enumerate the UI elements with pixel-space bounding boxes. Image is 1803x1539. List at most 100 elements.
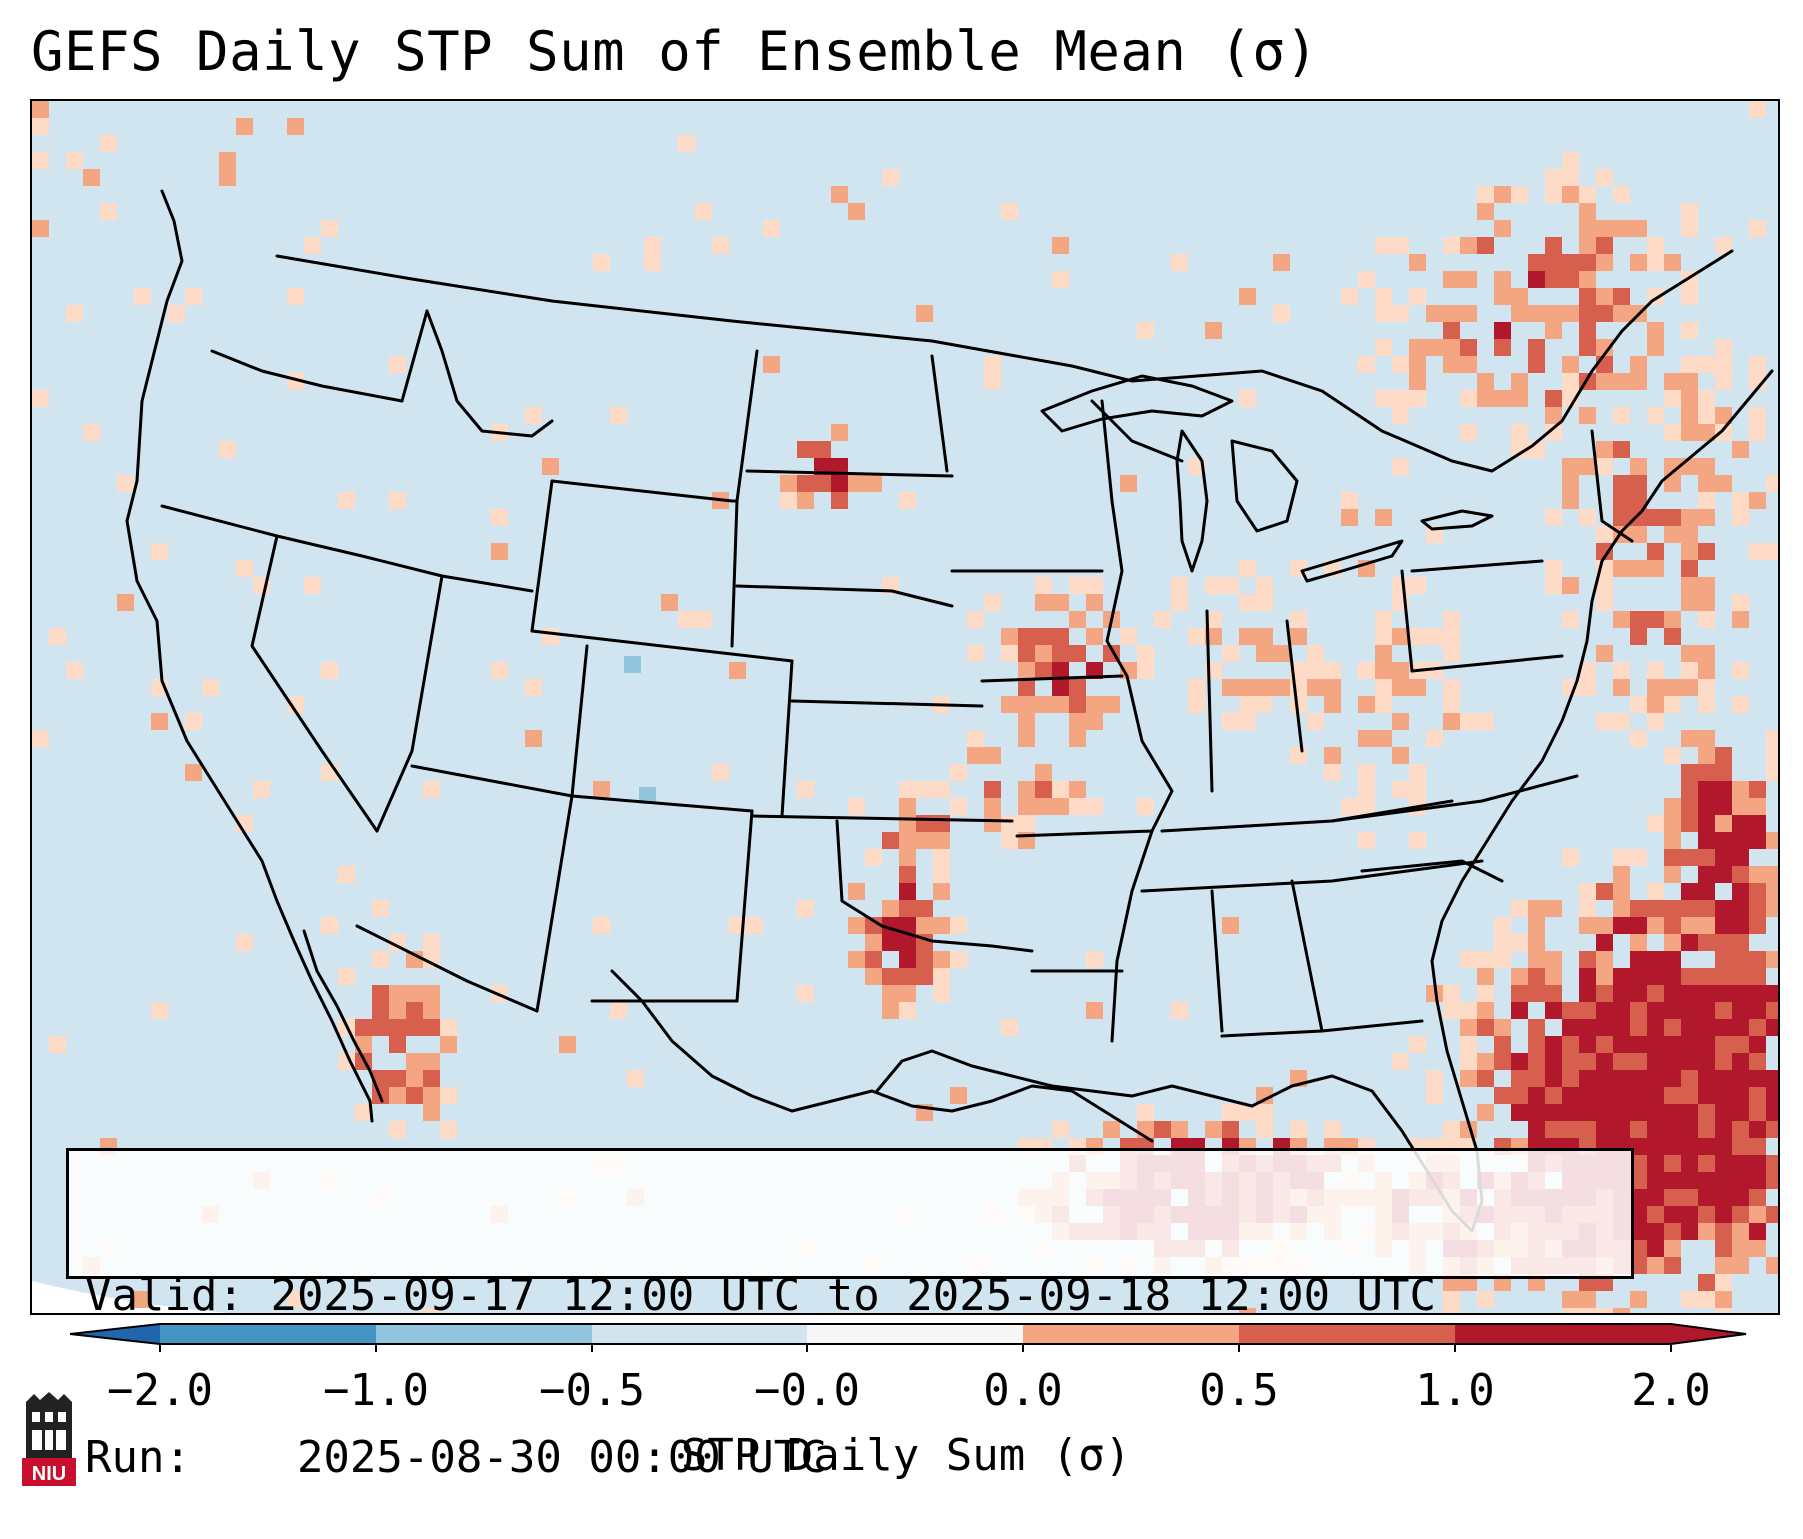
stp-cell (1766, 832, 1778, 849)
stp-cell (1647, 679, 1664, 696)
stp-cell (1443, 628, 1460, 645)
stp-cell (1681, 577, 1698, 594)
stp-cell (1749, 883, 1766, 900)
colorbar-bin (376, 1324, 592, 1344)
stp-cell (1562, 1121, 1579, 1138)
stp-cell (797, 441, 814, 458)
stp-cell (831, 475, 848, 492)
stp-cell (1681, 815, 1698, 832)
stp-cell (1732, 1053, 1749, 1070)
stp-cell (1698, 1206, 1715, 1223)
stp-cell (1664, 390, 1681, 407)
stp-cell (1630, 1223, 1647, 1240)
stp-cell (1647, 900, 1664, 917)
stp-cell (1477, 1291, 1494, 1308)
stp-cell (1477, 1053, 1494, 1070)
stp-cell (1613, 220, 1630, 237)
stp-cell (1647, 951, 1664, 968)
pa-ny-line (1410, 559, 1544, 573)
stp-cell (1664, 798, 1681, 815)
stp-cell (1409, 679, 1426, 696)
stp-cell (814, 441, 831, 458)
stp-cell (1477, 373, 1494, 390)
stp-cell (1494, 1019, 1511, 1036)
stp-cell (848, 798, 865, 815)
stp-cell (1715, 1104, 1732, 1121)
stp-cell (236, 118, 253, 135)
colorbar-bin (807, 1324, 1023, 1344)
stp-cell (423, 1087, 440, 1104)
stp-cell (1579, 951, 1596, 968)
run-label: Run: (85, 1432, 191, 1483)
stp-cell (1171, 1121, 1188, 1138)
stp-cell (287, 118, 304, 135)
stp-cell (1579, 305, 1596, 322)
stp-cell (916, 305, 933, 322)
stp-cell (1749, 968, 1766, 985)
stp-cell (1460, 271, 1477, 288)
stp-cell (1154, 611, 1171, 628)
stp-cell (1749, 1189, 1766, 1206)
stp-cell (1052, 271, 1069, 288)
stp-cell (525, 407, 542, 424)
stp-cell (1494, 339, 1511, 356)
stp-cell (1392, 662, 1409, 679)
stp-cell (1596, 339, 1613, 356)
stp-cell (1664, 1240, 1681, 1257)
stp-cell (950, 764, 967, 781)
stp-cell (1256, 628, 1273, 645)
stp-cell (1613, 560, 1630, 577)
stp-cell (1647, 883, 1664, 900)
stp-cell (1443, 322, 1460, 339)
stp-cell (1477, 1019, 1494, 1036)
stp-cell (1494, 951, 1511, 968)
stp-cell (1562, 577, 1579, 594)
stp-cell (1086, 1002, 1103, 1019)
stp-cell (1630, 951, 1647, 968)
stp-cell (1698, 509, 1715, 526)
stp-cell (797, 985, 814, 1002)
stp-cell (1749, 1155, 1766, 1172)
stp-cell (899, 866, 916, 883)
stp-cell (389, 492, 406, 509)
stp-cell (1749, 1240, 1766, 1257)
stp-cell (831, 458, 848, 475)
stp-cell (780, 492, 797, 509)
az-nm-line (535, 794, 574, 1013)
stp-cell (1052, 237, 1069, 254)
stp-cell (899, 934, 916, 951)
stp-cell (1732, 1036, 1749, 1053)
stp-cell (1035, 764, 1052, 781)
stp-cell (1749, 543, 1766, 560)
stp-cell (1613, 662, 1630, 679)
stp-cell (1664, 1223, 1681, 1240)
stp-cell (1715, 764, 1732, 781)
stp-cell (1613, 1104, 1630, 1121)
stp-cell (1239, 628, 1256, 645)
pa-south-line (1410, 654, 1564, 673)
stp-cell (1664, 526, 1681, 543)
stp-cell (1715, 1257, 1732, 1274)
stp-cell (1443, 1121, 1460, 1138)
stp-cell (865, 968, 882, 985)
stp-cell (1698, 764, 1715, 781)
stp-cell (1681, 322, 1698, 339)
ia-mo-line (980, 674, 1124, 683)
stp-cell (1239, 390, 1256, 407)
stp-cell (1698, 1291, 1715, 1308)
stp-cell (1647, 917, 1664, 934)
stp-cell (1630, 1206, 1647, 1223)
stp-cell (899, 985, 916, 1002)
stp-cell (1324, 696, 1341, 713)
stp-cell (440, 1121, 457, 1138)
stp-cell (1715, 407, 1732, 424)
stp-cell (1545, 968, 1562, 985)
stp-cell (1171, 1002, 1188, 1019)
stp-cell (1052, 645, 1069, 662)
co-east-line (780, 659, 794, 818)
stp-cell (1562, 1070, 1579, 1087)
stp-cell (66, 152, 83, 169)
stp-cell (933, 968, 950, 985)
stp-cell (1545, 1070, 1562, 1087)
stp-cell (1715, 934, 1732, 951)
